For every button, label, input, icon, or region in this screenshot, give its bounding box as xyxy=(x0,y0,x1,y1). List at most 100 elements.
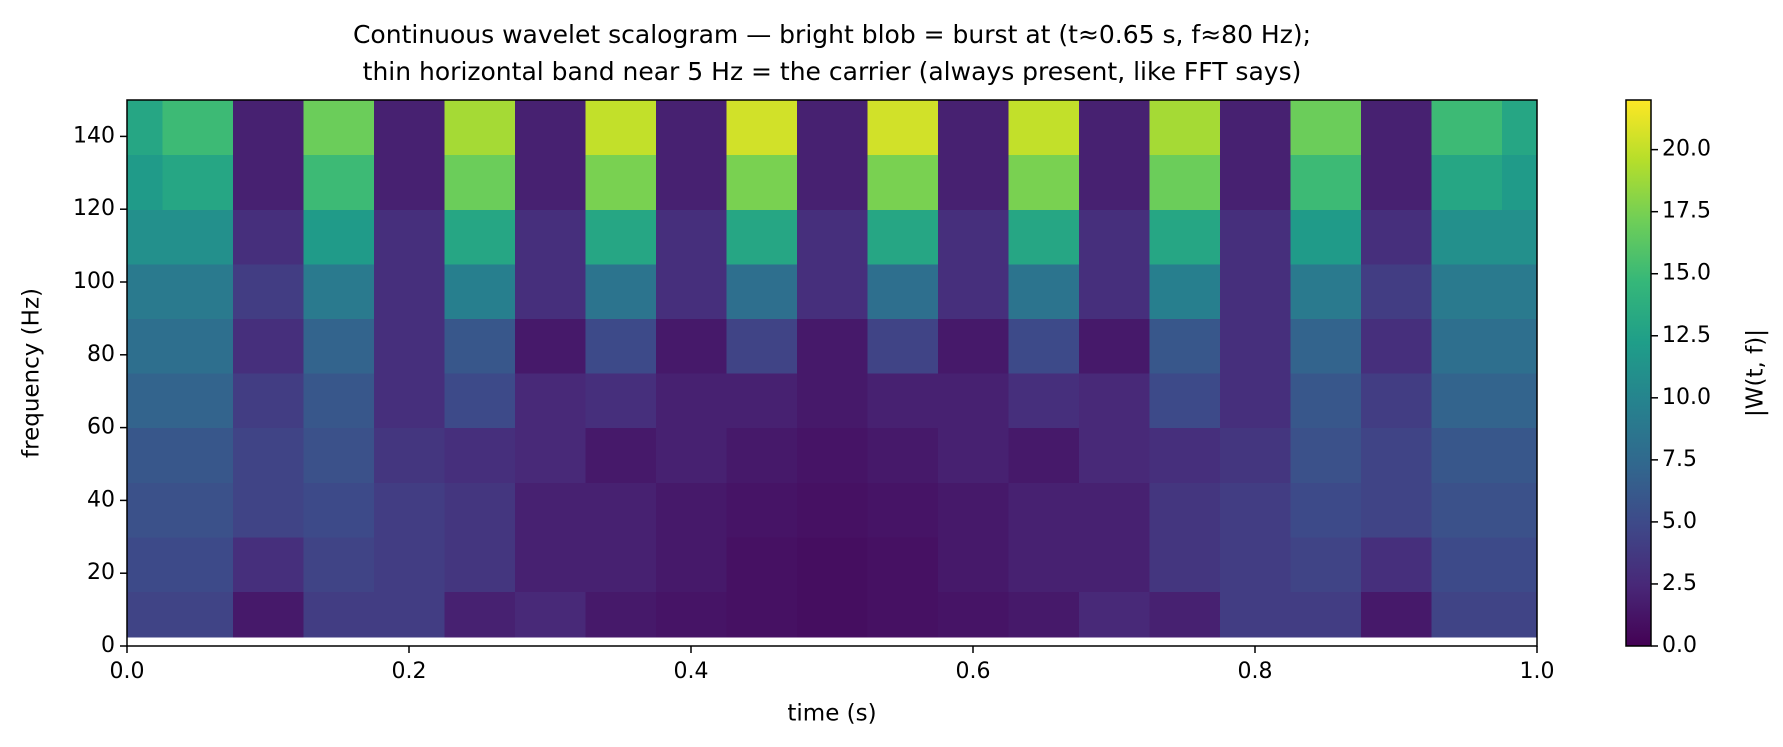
heatmap-cell xyxy=(444,591,516,638)
heatmap-cell xyxy=(127,427,163,483)
heatmap-cell xyxy=(867,154,939,210)
heatmap-cell xyxy=(1290,482,1362,538)
heatmap-cell xyxy=(1078,536,1150,592)
heatmap-cell xyxy=(1290,318,1362,374)
heatmap-cell xyxy=(655,263,727,319)
heatmap-cell xyxy=(127,591,163,638)
heatmap-cell xyxy=(937,591,1009,638)
heatmap-cell xyxy=(1431,318,1503,374)
heatmap-cell xyxy=(444,427,516,483)
heatmap-cell xyxy=(373,591,445,638)
heatmap-cell xyxy=(1290,427,1362,483)
heatmap-cell xyxy=(1008,209,1080,265)
heatmap-cell xyxy=(1360,482,1432,538)
colorbar-label: |W(t, f)| xyxy=(1743,329,1769,417)
heatmap-cell xyxy=(1290,536,1362,592)
heatmap-cell xyxy=(1008,482,1080,538)
heatmap-cell xyxy=(232,154,304,210)
heatmap-cell xyxy=(1078,318,1150,374)
colorbar-tick-label: 2.5 xyxy=(1662,571,1697,596)
x-tick-label: 0.8 xyxy=(1238,659,1273,684)
heatmap-cell xyxy=(655,100,727,156)
y-tick-label: 0 xyxy=(101,633,115,658)
y-tick-label: 120 xyxy=(73,196,115,221)
heatmap-cell xyxy=(514,373,586,429)
heatmap-cell xyxy=(373,318,445,374)
heatmap-cell xyxy=(1360,373,1432,429)
heatmap-cell xyxy=(303,154,375,210)
heatmap-cell xyxy=(514,100,586,156)
heatmap-cell xyxy=(1149,209,1221,265)
heatmap-cell xyxy=(444,154,516,210)
heatmap-cell xyxy=(1078,263,1150,319)
heatmap-cell xyxy=(796,536,868,592)
y-tick-label: 140 xyxy=(73,123,115,148)
heatmap-cell xyxy=(585,373,657,429)
heatmap-cell xyxy=(1219,100,1291,156)
heatmap-cell xyxy=(162,100,234,156)
heatmap-cell xyxy=(867,373,939,429)
heatmap-cell xyxy=(937,318,1009,374)
heatmap-cell xyxy=(514,154,586,210)
heatmap-cell xyxy=(1008,536,1080,592)
heatmap-cell xyxy=(1008,591,1080,638)
heatmap-cell xyxy=(726,591,798,638)
heatmap-cell xyxy=(867,427,939,483)
y-tick-label: 20 xyxy=(87,560,115,585)
heatmap-cell xyxy=(867,536,939,592)
heatmap-cell xyxy=(1431,154,1503,210)
heatmap-cell xyxy=(1501,536,1538,592)
heatmap-cell xyxy=(1219,209,1291,265)
heatmap-cell xyxy=(1501,318,1538,374)
heatmap-cell xyxy=(1078,209,1150,265)
heatmap-cell xyxy=(162,591,234,638)
heatmap-cell xyxy=(162,427,234,483)
heatmap-cell xyxy=(232,373,304,429)
heatmap-cell xyxy=(303,427,375,483)
heatmap-cell xyxy=(1008,263,1080,319)
heatmap-cell xyxy=(867,209,939,265)
plot-frame xyxy=(126,99,1538,647)
heatmap-cell xyxy=(127,100,163,156)
heatmap-cell xyxy=(1360,154,1432,210)
y-tick-label: 80 xyxy=(87,342,115,367)
x-tick-label: 0.4 xyxy=(674,659,709,684)
heatmap-cell xyxy=(303,591,375,638)
colorbar-tick-label: 12.5 xyxy=(1662,323,1711,348)
heatmap-cell xyxy=(937,482,1009,538)
heatmap-cell xyxy=(1431,100,1503,156)
heatmap-cell xyxy=(162,482,234,538)
heatmap-cell xyxy=(1078,154,1150,210)
heatmap-cell xyxy=(1360,318,1432,374)
heatmap-cell xyxy=(232,263,304,319)
heatmap-cell xyxy=(1149,427,1221,483)
heatmap-cell xyxy=(1501,209,1538,265)
heatmap-cell xyxy=(1078,373,1150,429)
x-tick-label: 0.2 xyxy=(392,659,427,684)
heatmap-cell xyxy=(867,591,939,638)
heatmap-cell xyxy=(796,591,868,638)
heatmap-cell xyxy=(514,536,586,592)
y-axis-label: frequency (Hz) xyxy=(19,288,45,458)
heatmap-cell xyxy=(937,209,1009,265)
heatmap-cell xyxy=(127,209,163,265)
heatmap-cell xyxy=(1431,536,1503,592)
x-tick-label: 0.6 xyxy=(956,659,991,684)
heatmap-cell xyxy=(1501,154,1538,210)
heatmap-cell xyxy=(1219,482,1291,538)
heatmap-cell xyxy=(585,318,657,374)
heatmap-cell xyxy=(796,373,868,429)
heatmap-cell xyxy=(373,100,445,156)
heatmap-cell xyxy=(937,154,1009,210)
heatmap-cell xyxy=(585,591,657,638)
heatmap-cell xyxy=(1290,373,1362,429)
heatmap-cell xyxy=(444,482,516,538)
heatmap-cell xyxy=(1431,427,1503,483)
y-tick-label: 100 xyxy=(73,269,115,294)
heatmap-cell xyxy=(726,427,798,483)
heatmap-cell xyxy=(796,154,868,210)
heatmap-cell xyxy=(232,318,304,374)
heatmap-cell xyxy=(373,209,445,265)
heatmap-cell xyxy=(937,427,1009,483)
